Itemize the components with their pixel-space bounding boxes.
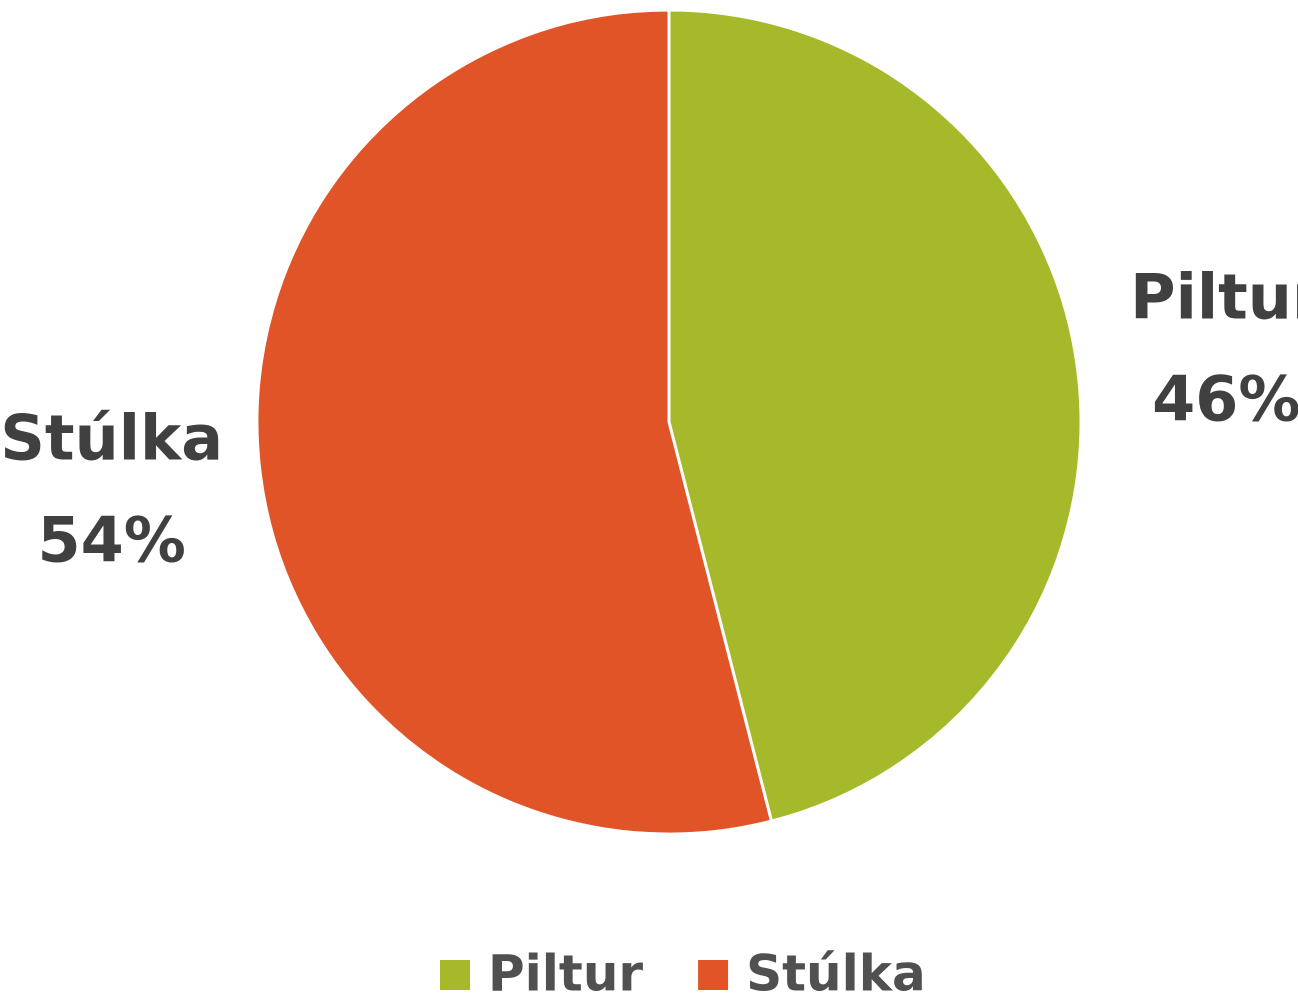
legend-label: Stúlka xyxy=(746,945,926,1002)
legend-swatch xyxy=(698,960,729,990)
legend-label: Piltur xyxy=(488,945,643,1002)
pie-slice xyxy=(255,8,774,836)
data-label-name: Stúlka xyxy=(0,402,223,475)
pie-slice xyxy=(667,8,1083,823)
legend-swatch xyxy=(440,960,470,990)
data-label-name: Piltur xyxy=(1130,261,1298,334)
data-label-value: 46% xyxy=(1152,363,1298,436)
data-label-value: 54% xyxy=(37,504,185,577)
